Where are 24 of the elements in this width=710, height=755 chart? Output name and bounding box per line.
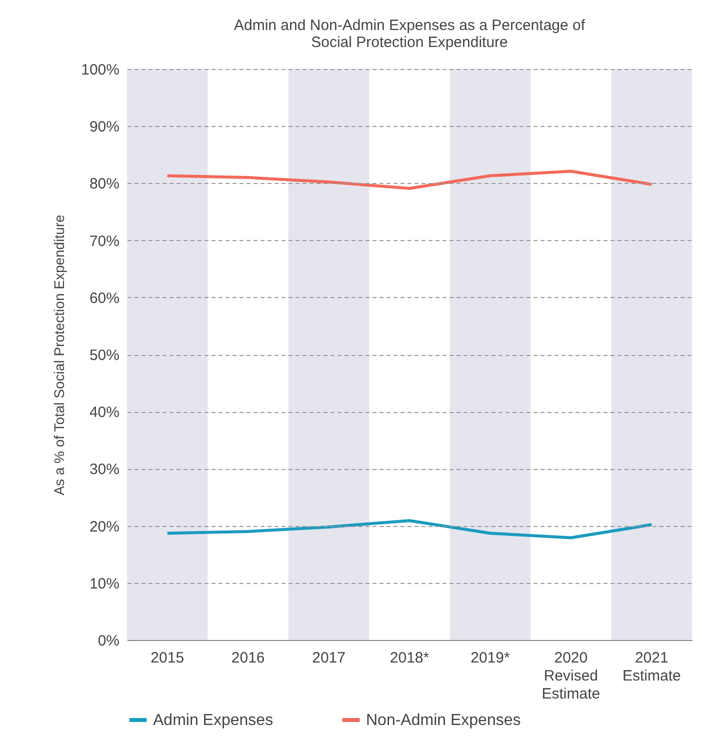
x-tick-label: 2018* [390, 650, 430, 666]
y-tick-label: 30% [89, 461, 120, 478]
x-tick-label: 2017 [312, 650, 346, 666]
y-axis-title: As a % of Total Social Protection Expenditure [51, 214, 68, 496]
x-tick-label: 2019* [470, 650, 510, 666]
line-series [166, 170, 654, 190]
y-tick-label: 0% [98, 632, 120, 650]
chart-title: Admin and Non-Admin Expenses as a Percentage of Social Protection Expenditure [234, 17, 586, 51]
x-tick-label: 2015 [150, 650, 184, 666]
legend-label: Admin Expenses [153, 712, 274, 729]
x-tick-label: 2016 [231, 650, 265, 666]
x-tick-label: 2021 Estimate [622, 650, 681, 684]
y-tick-label: 60% [89, 290, 120, 307]
x-tick-label: 2020 Revised Estimate [542, 650, 600, 702]
line-series [166, 519, 654, 540]
y-tick-label: 80% [89, 176, 120, 193]
y-tick-label: 70% [89, 232, 120, 250]
legend-label: Non-Admin Expenses [366, 712, 521, 729]
y-tick-label: 20% [89, 518, 120, 536]
y-tick-label: 50% [89, 347, 120, 364]
y-tick-label: 90% [89, 118, 120, 136]
y-tick-label: 40% [89, 404, 120, 422]
y-tick-label: 100% [81, 62, 120, 78]
y-tick-label: 10% [89, 575, 120, 592]
